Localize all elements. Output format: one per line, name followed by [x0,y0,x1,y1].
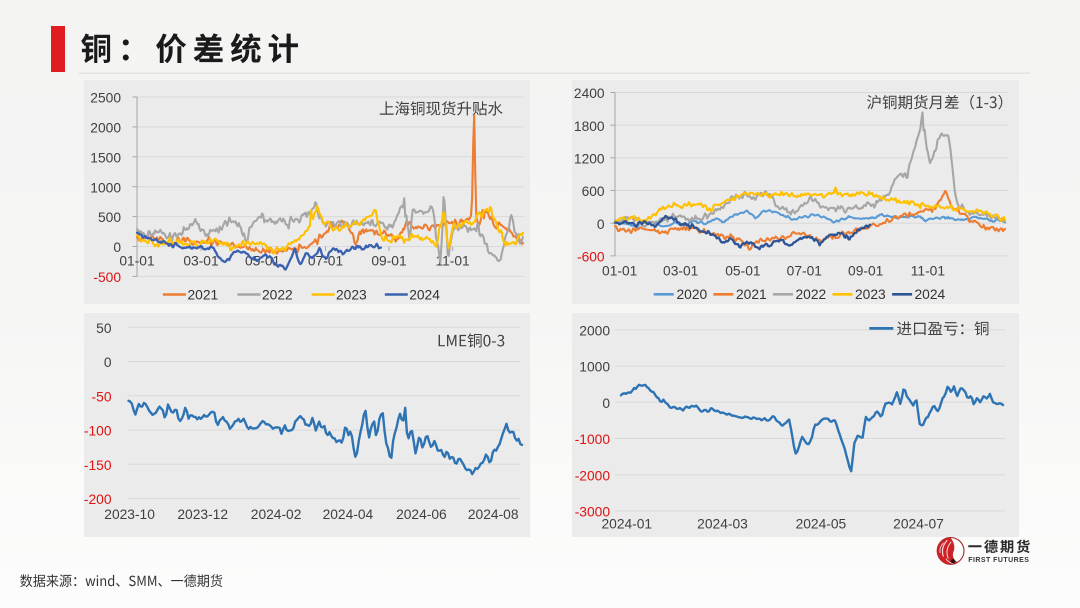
svg-text:2024-03: 2024-03 [697,517,748,532]
svg-text:-50: -50 [92,389,112,404]
svg-text:-600: -600 [577,250,605,265]
svg-text:-150: -150 [84,458,112,473]
svg-text:07-01: 07-01 [308,254,343,269]
svg-text:05-01: 05-01 [725,263,760,278]
svg-text:2024-07: 2024-07 [893,517,944,532]
svg-text:-2000: -2000 [575,468,611,483]
svg-text:2024-01: 2024-01 [601,517,652,532]
svg-text:50: 50 [96,321,112,336]
svg-text:2024-05: 2024-05 [796,517,847,532]
svg-text:2024-08: 2024-08 [468,507,519,522]
svg-text:2024: 2024 [409,287,440,302]
svg-text:11-01: 11-01 [435,254,469,269]
svg-text:2020: 2020 [677,287,708,302]
svg-text:01-01: 01-01 [119,254,154,269]
svg-text:11-01: 11-01 [911,263,945,278]
svg-text:09-01: 09-01 [848,263,883,278]
svg-text:2023-10: 2023-10 [104,507,155,522]
svg-text:03-01: 03-01 [663,263,698,278]
svg-text:2000: 2000 [579,324,610,339]
svg-text:07-01: 07-01 [787,263,822,278]
svg-text:03-01: 03-01 [183,254,218,269]
svg-text:2024: 2024 [915,287,946,302]
svg-text:2024-02: 2024-02 [251,507,302,522]
svg-text:2023: 2023 [336,287,367,302]
svg-text:-3000: -3000 [575,505,611,520]
svg-text:1500: 1500 [90,150,121,165]
svg-text:0: 0 [113,240,121,255]
svg-text:-100: -100 [84,424,112,439]
svg-text:2024-06: 2024-06 [396,507,447,522]
svg-text:500: 500 [98,210,121,225]
svg-text:2024-04: 2024-04 [323,507,374,522]
svg-text:600: 600 [582,184,605,199]
svg-text:FIRST FUTURES: FIRST FUTURES [968,557,1029,564]
svg-text:-1000: -1000 [575,432,611,447]
svg-text:1000: 1000 [90,180,121,195]
svg-text:2500: 2500 [90,91,121,106]
svg-text:2000: 2000 [90,121,121,136]
svg-text:0: 0 [104,355,112,370]
svg-text:1200: 1200 [574,151,605,166]
svg-text:01-01: 01-01 [602,263,637,278]
svg-text:2400: 2400 [574,86,605,101]
svg-text:1000: 1000 [579,360,610,375]
svg-text:2023-12: 2023-12 [177,507,228,522]
svg-text:09-01: 09-01 [371,254,406,269]
svg-text:2021: 2021 [188,287,219,302]
svg-text:-200: -200 [84,492,112,507]
svg-text:2022: 2022 [262,287,293,302]
svg-text:2022: 2022 [796,287,827,302]
svg-text:2021: 2021 [736,287,767,302]
svg-text:2023: 2023 [855,287,886,302]
svg-text:1800: 1800 [574,119,605,134]
svg-text:-500: -500 [93,270,121,285]
svg-text:0: 0 [602,396,610,411]
svg-text:0: 0 [597,217,605,232]
